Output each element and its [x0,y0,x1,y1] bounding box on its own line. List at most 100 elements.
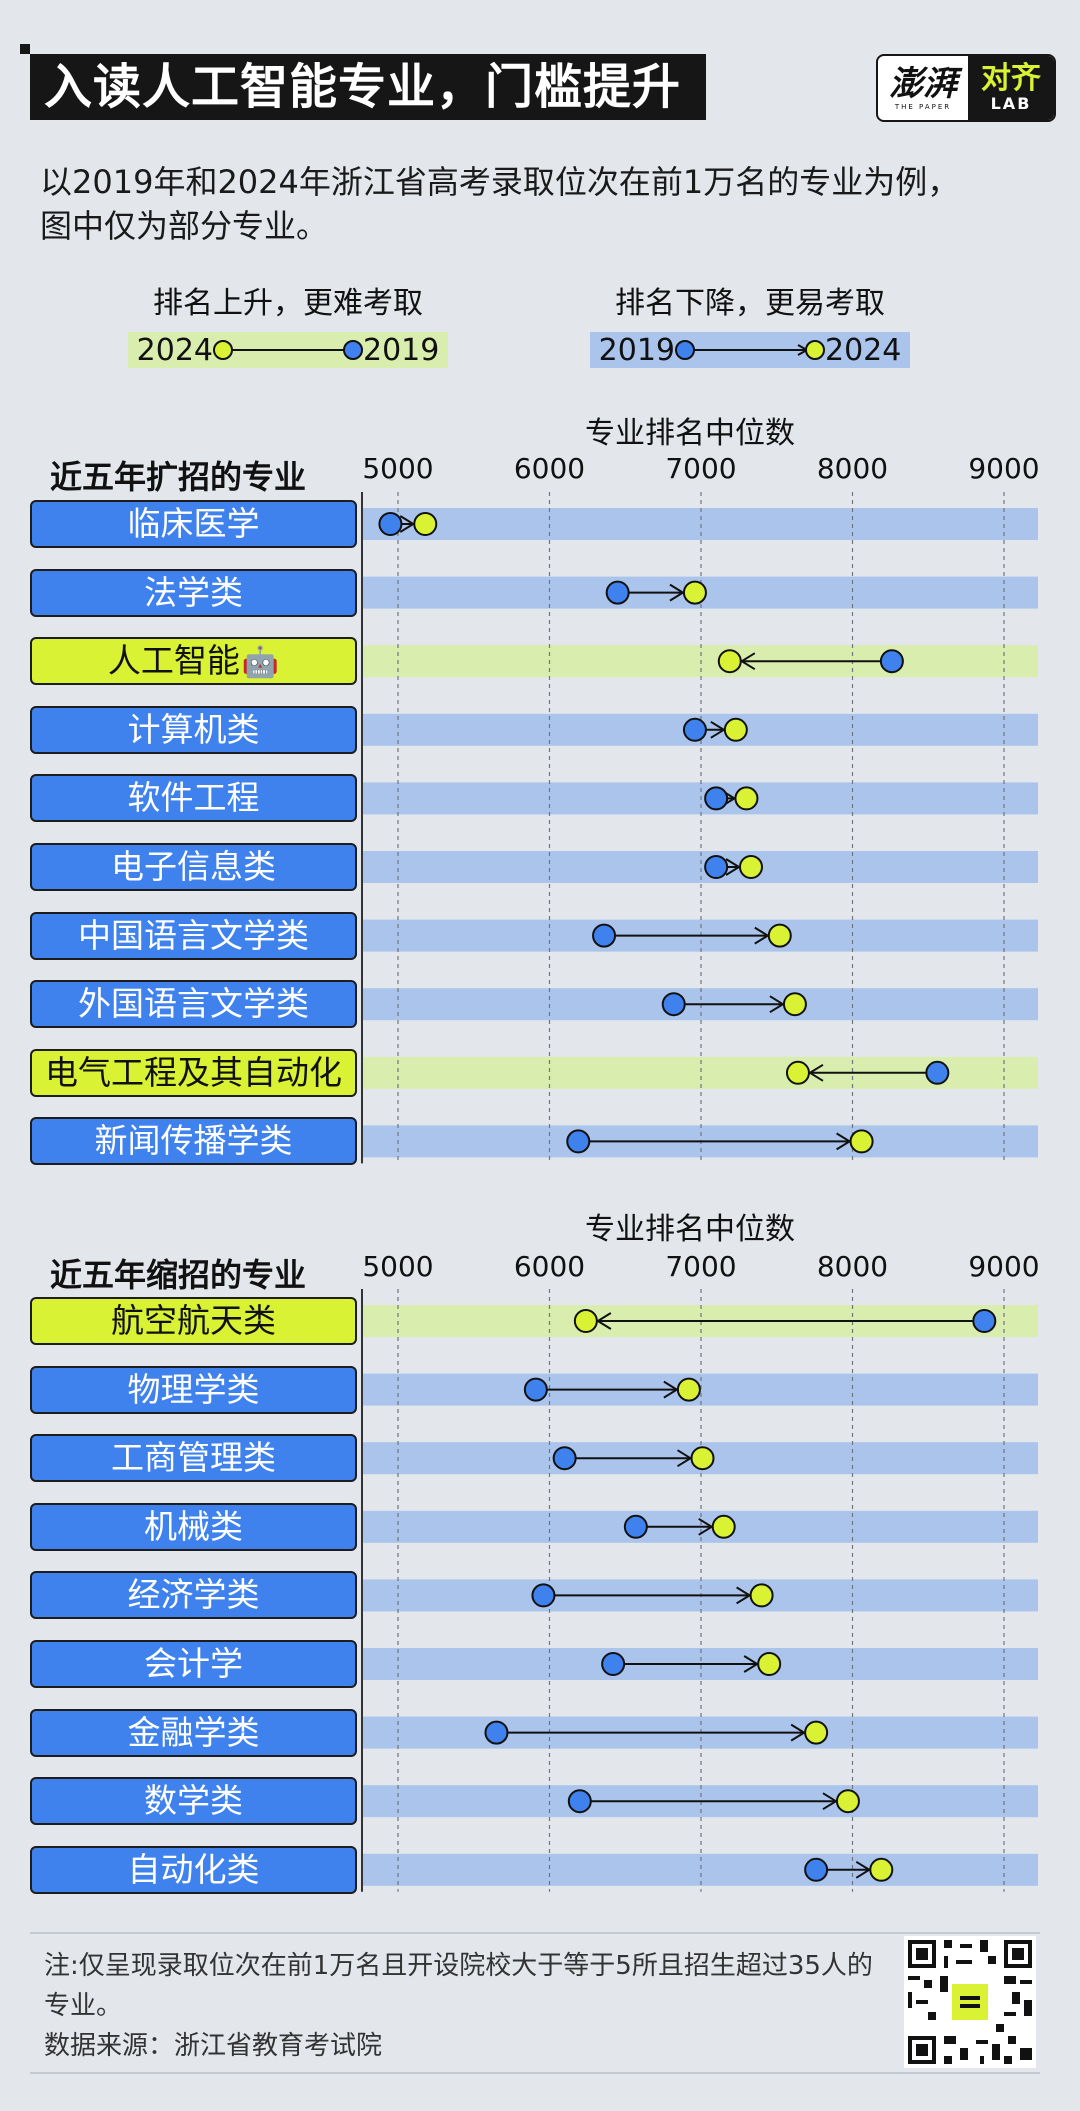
point-2024 [835,1789,860,1814]
point-2024 [749,1583,774,1608]
point-2019 [378,512,403,536]
x-tick-label: 7000 [665,1250,737,1283]
legend-up-right-year: 2019 [363,332,440,368]
x-tick-label: 5000 [362,1250,434,1283]
point-2024 [711,1514,736,1539]
row-label: 数学类 [30,1777,357,1826]
row-label: 航空航天类 [30,1297,357,1345]
row-label: 物理学类 [30,1365,357,1414]
row-label-text: 物理学类 [127,1369,260,1409]
legend-dot-2024 [213,340,233,360]
row-label: 新闻传播学类 [30,1117,357,1166]
point-2024 [869,1857,894,1882]
legend-up: 排名上升，更难考取 2024 2019 [128,284,448,368]
row-label: 自动化类 [30,1845,357,1894]
point-2024 [849,1129,874,1154]
qr-code-icon [904,1936,1036,2068]
point-2019 [592,923,617,948]
row-label: 电子信息类 [30,843,357,891]
x-tick-label: 8000 [816,452,889,485]
legend-up-arrow [213,340,363,360]
row-label-text: 临床医学 [127,504,260,543]
legend-dot-2019 [675,340,695,360]
row-label: 中国语言文学类 [30,911,357,960]
point-2019 [601,1652,626,1676]
point-2019 [925,1060,950,1085]
row-label-text: 数学类 [144,1781,243,1821]
row-label: 计算机类 [30,705,357,754]
point-2024 [785,1060,810,1085]
point-2019 [523,1377,548,1402]
legend-down-right-year: 2024 [825,332,902,368]
row-label: 金融学类 [30,1708,357,1757]
point-2024 [682,580,707,605]
row-label: 外国语言文学类 [30,980,357,1029]
row-label-text: 自动化类 [127,1849,260,1889]
row-label-text: 电气工程及其自动化 [45,1052,342,1092]
row-label-text: 经济学类 [127,1575,260,1615]
point-2024 [690,1446,715,1471]
section-header: 近五年缩招的专业 [50,1256,307,1294]
logo-name: 澎湃 [889,64,957,104]
x-tick-label: 9000 [968,452,1040,485]
point-2024 [738,855,763,879]
row-label-text: 金融学类 [127,1712,260,1752]
x-tick-label: 9000 [968,1250,1040,1283]
row-label-text: 航空航天类 [111,1301,276,1340]
row-band [362,1853,1038,1886]
row-label: 软件工程 [30,774,357,823]
row-band [362,851,1038,883]
row-label-text: 中国语言文学类 [78,915,309,955]
section-header: 近五年扩招的专业 [50,458,307,496]
point-2024 [573,1309,598,1333]
row-band [362,782,1038,815]
lab-logo-name: 对齐 [981,61,1041,96]
legend-dot-2019 [343,340,363,360]
row-label: 法学类 [30,568,357,617]
legend-up-left-year: 2024 [136,332,213,368]
axis-title: 专业排名中位数 [585,1212,795,1247]
x-tick-label: 6000 [513,452,586,485]
legend-down-sample: 2019 2024 [590,332,910,368]
point-2024 [734,786,759,811]
row-label-text: 外国语言文学类 [78,984,309,1024]
note-text: 注:仅呈现录取位次在前1万名且开设院校大于等于5所且招生超过35人的专业。 [44,1951,873,2021]
point-2024 [782,992,807,1017]
subtitle-line-2: 图中仅为部分专业。 [40,207,329,245]
x-tick-label: 8000 [816,1250,889,1283]
row-label-text: 人工智能 [107,641,240,681]
axis-title: 专业排名中位数 [585,416,795,451]
point-2019 [704,855,729,879]
row-label: 人工智能🤖 [30,637,357,686]
legend-down-left-year: 2019 [598,332,675,368]
point-2024 [767,923,792,948]
source-text: 数据来源：浙江省教育考试院 [44,2031,383,2061]
robot-icon: 🤖 [241,644,280,680]
qr-code [904,1936,1036,2068]
logo-sub: THE PAPER [894,103,952,111]
x-tick-label: 5000 [362,452,434,485]
row-label-text: 电子信息类 [111,847,276,886]
footnote: 注:仅呈现录取位次在前1万名且开设院校大于等于5所且招生超过35人的专业。 数据… [44,1946,884,2066]
lab-logo-sub: LAB [990,94,1032,113]
point-2024 [757,1652,782,1676]
x-tick-label: 6000 [513,1250,586,1283]
point-2024 [413,512,438,536]
point-2019 [567,1789,592,1814]
row-label: 临床医学 [30,500,357,548]
row-label-text: 机械类 [144,1506,243,1546]
point-2019 [661,992,686,1017]
point-2019 [605,580,630,605]
note-top-divider [30,1932,1040,1934]
point-2019 [566,1129,591,1154]
row-label-text: 新闻传播学类 [94,1121,293,1161]
page-title: 入读人工智能专业，门槛提升 [30,54,706,120]
row-band [362,508,1038,540]
row-label-text: 软件工程 [127,778,260,818]
point-2019 [623,1514,648,1539]
subtitle: 以2019年和2024年浙江省高考录取位次在前1万名的专业为例， 图中仅为部分专… [40,160,1040,248]
point-2019 [879,649,904,674]
point-2019 [704,786,729,811]
legend-up-caption: 排名上升，更难考取 [153,286,423,321]
